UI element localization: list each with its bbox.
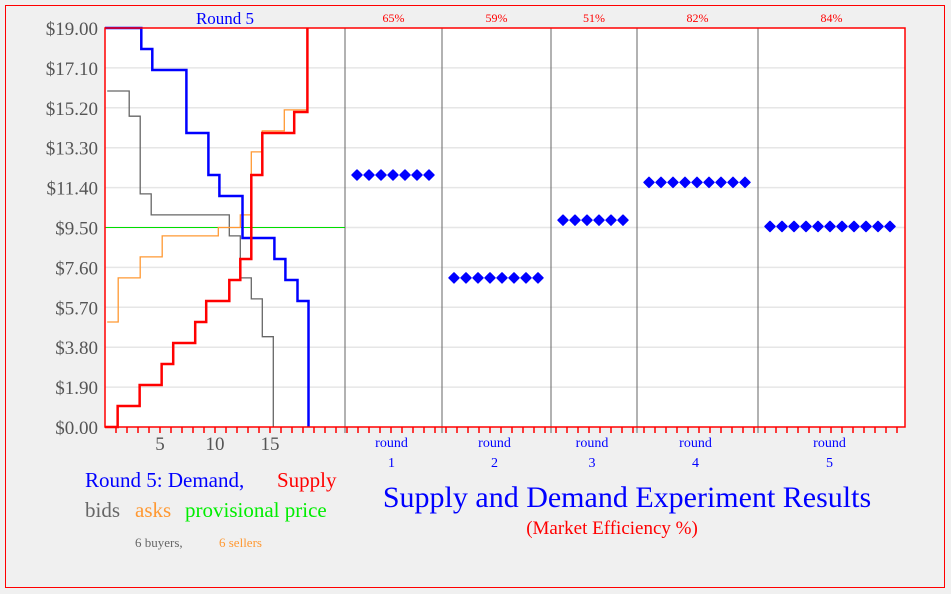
trade-price-dot <box>557 214 569 226</box>
trade-price-dot <box>643 176 655 189</box>
trade-price-dot <box>351 169 363 181</box>
y-tick-label: $0.00 <box>55 418 98 439</box>
trade-price-dot <box>508 272 520 284</box>
y-tick-label: $17.10 <box>46 59 98 80</box>
trade-price-dot <box>387 169 399 181</box>
legend-round-demand: Round 5: Demand, <box>85 468 244 492</box>
y-tick-label: $1.90 <box>55 378 98 399</box>
trade-price-dot <box>800 220 812 233</box>
legend-bids: bids <box>85 498 120 522</box>
y-tick-label: $11.40 <box>46 179 98 200</box>
trade-price-dot <box>593 214 605 226</box>
x-tick-label: 5 <box>155 434 165 455</box>
supply-curve <box>105 28 309 429</box>
trade-price-dot <box>824 220 836 233</box>
round-efficiency: 65% <box>383 11 405 25</box>
round-efficiency: 51% <box>583 11 605 25</box>
round-efficiency: 59% <box>486 11 508 25</box>
demand-curve <box>105 26 310 427</box>
y-tick-label: $13.30 <box>46 139 98 160</box>
round-number: 2 <box>491 456 498 471</box>
trade-price-dot <box>679 176 691 189</box>
trade-price-dot <box>727 176 739 189</box>
round-number: 3 <box>589 456 596 471</box>
round-label: round <box>576 436 609 451</box>
trade-price-dot <box>848 220 860 233</box>
trade-price-dot <box>569 214 581 226</box>
legend-provisional-price: provisional price <box>185 498 327 522</box>
y-tick-label: $7.60 <box>55 258 98 279</box>
left-panel-title: Round 5 <box>196 9 254 28</box>
y-tick-label: $3.80 <box>55 338 98 359</box>
trade-price-dot <box>448 272 460 284</box>
y-tick-label: $15.20 <box>46 99 98 120</box>
chart-subtitle: (Market Efficiency %) <box>526 518 698 539</box>
trade-price-dot <box>860 220 872 233</box>
round-number: 4 <box>692 456 699 471</box>
legend-supply: Supply <box>277 468 337 492</box>
trade-price-dot <box>836 220 848 233</box>
trade-price-dot <box>423 169 435 181</box>
trade-price-dot <box>655 176 667 189</box>
trade-price-dot <box>496 272 508 284</box>
round-label: round <box>813 436 846 451</box>
trade-price-dot <box>617 214 629 226</box>
trade-price-dot <box>884 220 896 233</box>
y-tick-label: $19.00 <box>46 19 98 40</box>
y-tick-label: $5.70 <box>55 298 98 319</box>
legend-asks: asks <box>135 498 171 522</box>
plot-border <box>104 27 906 428</box>
trade-price-dot <box>605 214 617 226</box>
chart-title: Supply and Demand Experiment Results <box>383 481 871 514</box>
trade-price-dot <box>812 220 824 233</box>
round-label: round <box>679 436 712 451</box>
trade-price-dot <box>776 220 788 233</box>
trade-price-dot <box>581 214 593 226</box>
asks-curve <box>107 28 309 323</box>
buyers-count: 6 buyers, <box>135 535 183 550</box>
trade-price-dot <box>872 220 884 233</box>
trade-price-dot <box>460 272 472 284</box>
trade-price-dot <box>411 169 423 181</box>
round-label: round <box>478 436 511 451</box>
trade-price-dot <box>715 176 727 189</box>
round-efficiency: 84% <box>821 11 843 25</box>
trade-price-dot <box>363 169 375 181</box>
bids-curve <box>107 90 274 427</box>
trade-price-dot <box>691 176 703 189</box>
trade-price-dot <box>472 272 484 284</box>
trade-price-dot <box>520 272 532 284</box>
round-efficiency: 82% <box>687 11 709 25</box>
trade-price-dot <box>532 272 544 284</box>
trade-price-dot <box>764 220 776 233</box>
trade-price-dot <box>739 176 751 189</box>
round-number: 1 <box>388 456 395 471</box>
trade-price-dot <box>667 176 679 189</box>
y-tick-label: $9.50 <box>55 219 98 240</box>
trade-price-dot <box>399 169 411 181</box>
trade-price-dot <box>375 169 387 181</box>
sellers-count: 6 sellers <box>219 535 262 550</box>
trade-price-dot <box>703 176 715 189</box>
trade-price-dot <box>484 272 496 284</box>
x-tick-label: 15 <box>261 434 280 455</box>
x-tick-label: 10 <box>206 434 225 455</box>
round-number: 5 <box>826 456 833 471</box>
trade-price-dot <box>788 220 800 233</box>
round-label: round <box>375 436 408 451</box>
